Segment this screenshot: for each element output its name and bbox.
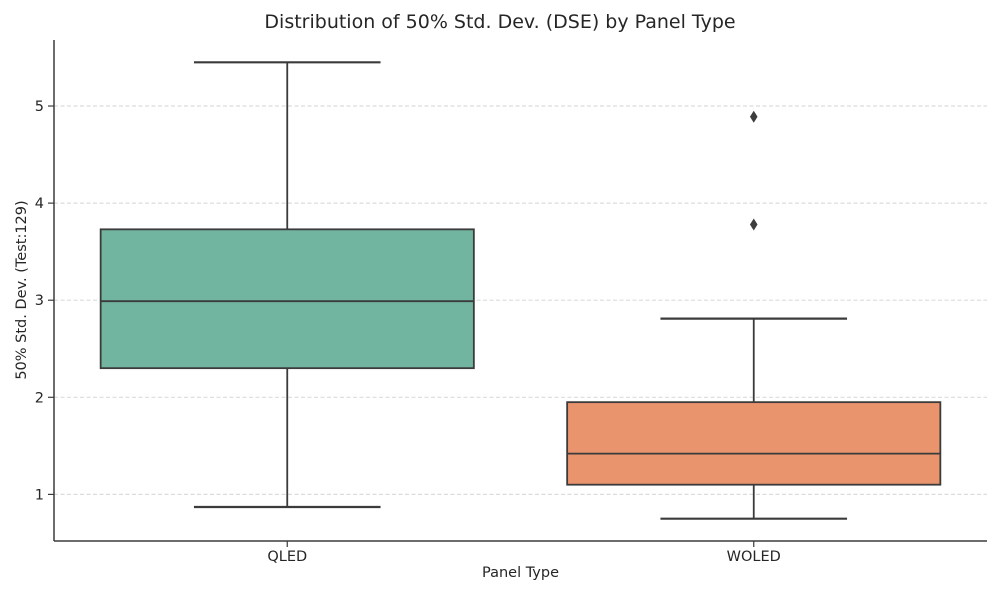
- box-qled: [99, 228, 475, 370]
- y-tick-label-1: 1: [35, 487, 44, 503]
- box-woled: [566, 401, 942, 486]
- y-tick-label-5: 5: [35, 99, 44, 115]
- y-tick-label-4: 4: [35, 196, 44, 212]
- x-tick-label-woled: WOLED: [727, 549, 781, 565]
- y-tick-label-3: 3: [35, 293, 44, 309]
- x-axis-label: Panel Type: [481, 565, 560, 581]
- outlier-diamond-woled: [749, 218, 758, 231]
- y-tick-label-2: 2: [35, 390, 44, 406]
- chart-title: Distribution of 50% Std. Dev. (DSE) by P…: [264, 11, 736, 33]
- outlier-diamond-woled: [749, 110, 758, 123]
- x-tick-label-qled: QLED: [267, 549, 307, 565]
